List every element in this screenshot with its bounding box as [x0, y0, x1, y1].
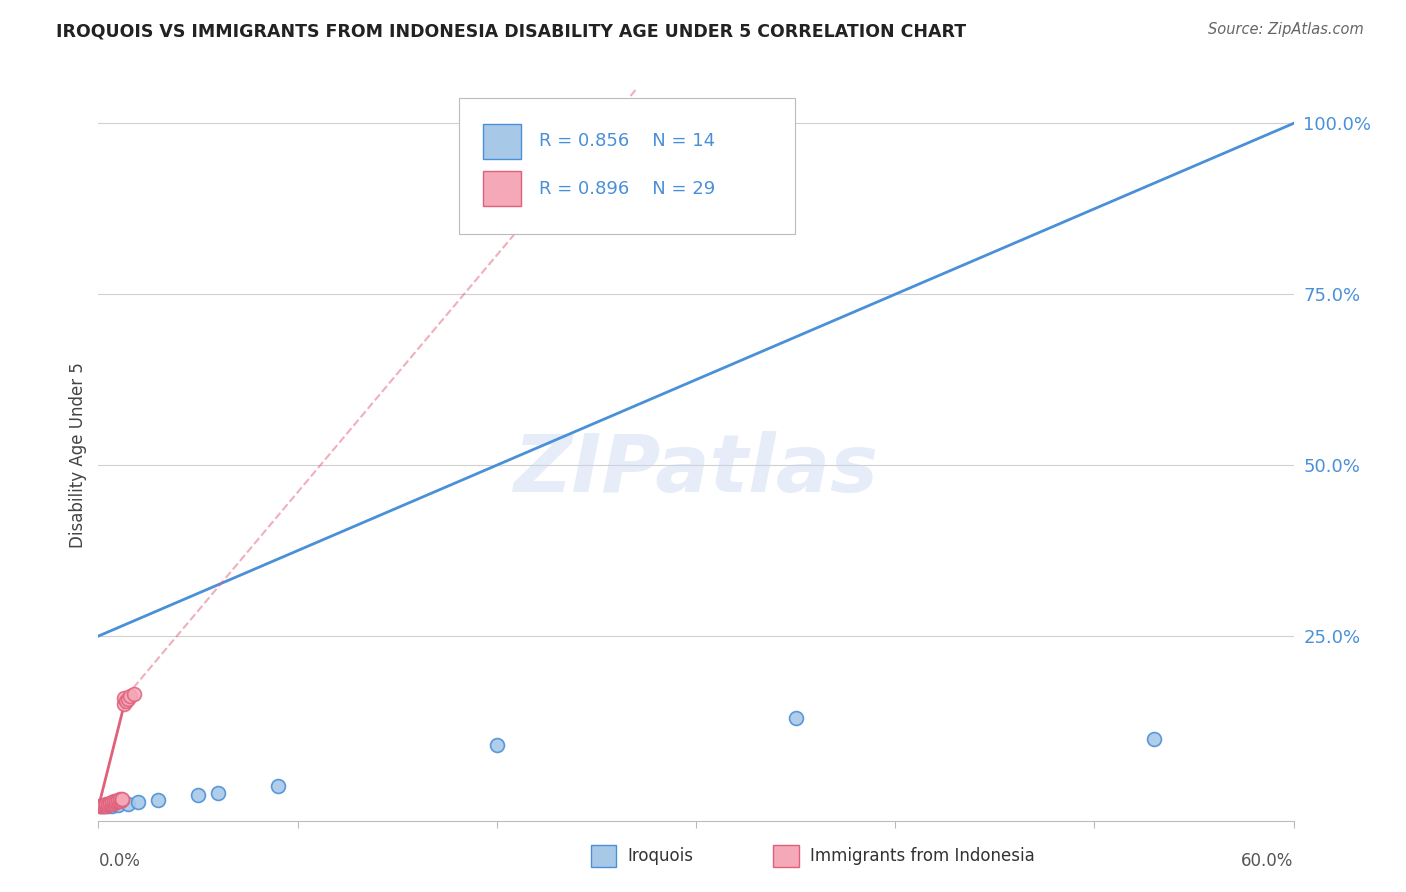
- Point: [124, 687, 146, 701]
- Text: IROQUOIS VS IMMIGRANTS FROM INDONESIA DISABILITY AGE UNDER 5 CORRELATION CHART: IROQUOIS VS IMMIGRANTS FROM INDONESIA DI…: [56, 22, 966, 40]
- Point: [115, 694, 138, 708]
- Bar: [484, 124, 522, 159]
- Point: [96, 798, 118, 813]
- Point: [89, 799, 111, 814]
- Text: 60.0%: 60.0%: [1241, 852, 1294, 870]
- Point: [101, 795, 124, 809]
- Point: [148, 793, 170, 807]
- Point: [110, 792, 132, 806]
- Text: Immigrants from Indonesia: Immigrants from Indonesia: [810, 847, 1035, 865]
- Point: [97, 798, 120, 813]
- Point: [107, 797, 129, 812]
- Point: [101, 799, 124, 814]
- Point: [187, 789, 209, 803]
- Point: [785, 711, 807, 725]
- Y-axis label: Disability Age Under 5: Disability Age Under 5: [69, 362, 87, 548]
- Point: [103, 796, 125, 810]
- Point: [96, 797, 118, 812]
- Text: R = 0.856    N = 14: R = 0.856 N = 14: [540, 132, 716, 150]
- Text: R = 0.896    N = 29: R = 0.896 N = 29: [540, 179, 716, 198]
- Point: [267, 780, 290, 794]
- Point: [98, 797, 122, 812]
- FancyBboxPatch shape: [460, 98, 796, 234]
- Point: [97, 797, 120, 812]
- Point: [112, 698, 135, 712]
- Point: [107, 795, 129, 809]
- Point: [485, 739, 508, 753]
- Point: [120, 690, 142, 704]
- Point: [97, 797, 120, 811]
- Point: [93, 797, 115, 812]
- Point: [112, 690, 135, 705]
- Point: [111, 793, 134, 807]
- Text: Iroquois: Iroquois: [627, 847, 693, 865]
- Bar: [484, 171, 522, 206]
- Point: [103, 795, 125, 809]
- Point: [105, 794, 128, 808]
- Text: Source: ZipAtlas.com: Source: ZipAtlas.com: [1208, 22, 1364, 37]
- Text: 0.0%: 0.0%: [98, 852, 141, 870]
- Point: [91, 798, 114, 813]
- Point: [110, 794, 132, 808]
- Point: [101, 797, 124, 811]
- Point: [105, 795, 128, 809]
- Point: [111, 791, 134, 805]
- Point: [1143, 731, 1166, 746]
- Text: ZIPatlas: ZIPatlas: [513, 431, 879, 508]
- Point: [117, 797, 139, 811]
- Point: [107, 793, 129, 807]
- Point: [127, 795, 149, 809]
- Point: [93, 799, 115, 814]
- Point: [117, 692, 139, 706]
- Point: [89, 799, 111, 814]
- Point: [93, 799, 115, 814]
- Point: [91, 799, 114, 814]
- Point: [98, 796, 122, 810]
- Point: [207, 786, 229, 800]
